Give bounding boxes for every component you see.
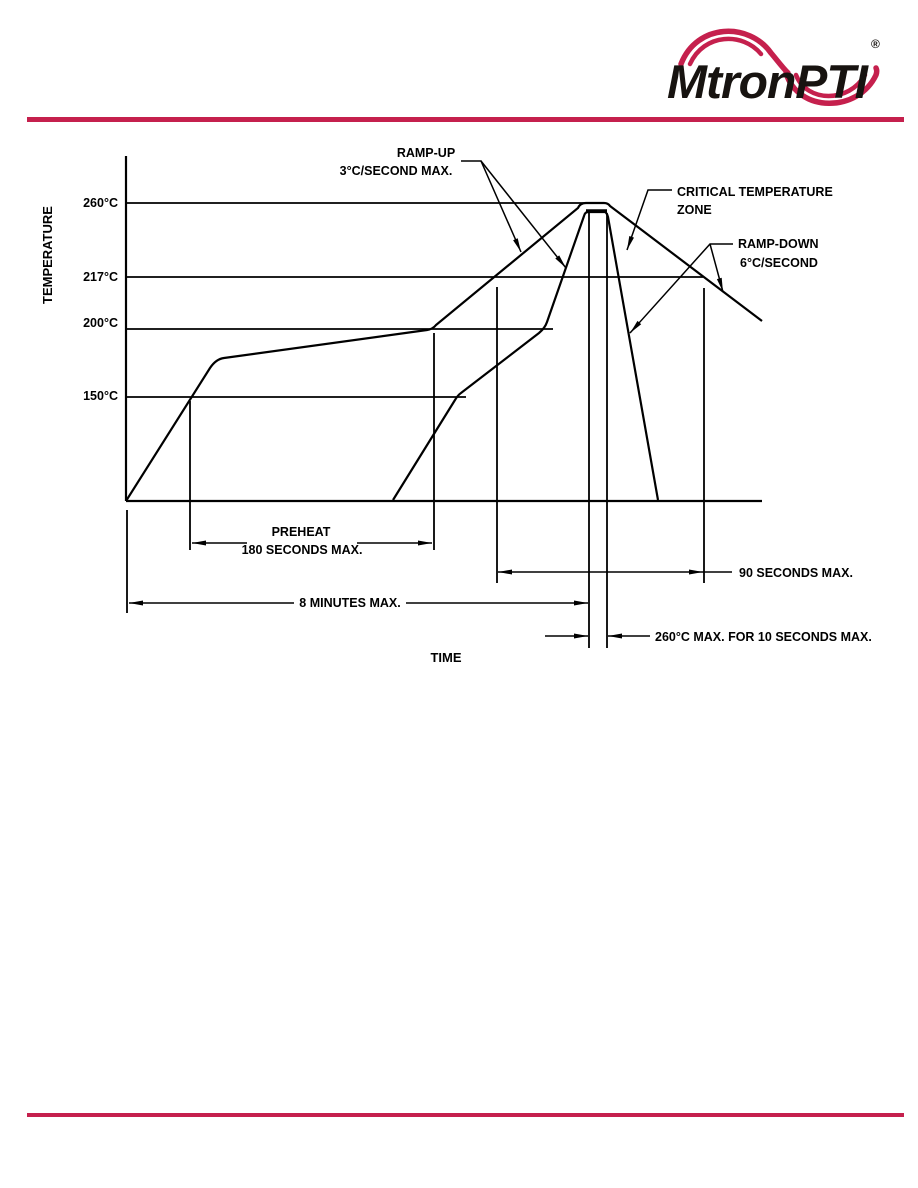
10sec-arrow-left <box>574 633 588 639</box>
90sec-arrow-right <box>689 569 703 575</box>
critical-zone-arrowhead <box>627 236 634 250</box>
10sec-arrow-right <box>608 633 622 639</box>
temperature-reference-lines <box>126 202 703 398</box>
preheat-arrow-left <box>192 540 206 546</box>
90-seconds-label: 90 SECONDS MAX. <box>739 566 853 580</box>
header-divider-rule <box>27 117 904 122</box>
extension-lines <box>126 213 705 648</box>
ramp-down-arrowhead-1 <box>630 320 642 333</box>
preheat-arrow-right <box>418 540 432 546</box>
logo-wordmark: MtronPTI <box>667 55 869 108</box>
critical-zone-label-line2: ZONE <box>677 203 712 217</box>
ramp-up-label-line1: RAMP-UP <box>397 146 455 160</box>
logo-swoosh <box>678 28 880 106</box>
ramp-up-arrowhead-2 <box>555 255 566 268</box>
peak-dwell-label: 260°C MAX. FOR 10 SECONDS MAX. <box>655 630 872 644</box>
tick-label-217c: 217°C <box>83 270 118 284</box>
x-axis-title: TIME <box>430 650 461 665</box>
ramp-down-label-line2: 6°C/SECOND <box>740 256 818 270</box>
inner-profile-curve <box>392 210 660 501</box>
preheat-label-line1: PREHEAT <box>272 525 331 539</box>
ramp-down-label-line1: RAMP-DOWN <box>738 237 819 251</box>
ramp-up-arrowhead-1 <box>513 238 521 252</box>
critical-zone-leader <box>626 189 672 251</box>
reflow-profile-diagram: 260°C 217°C 200°C 150°C TEMPERATURE TIME… <box>40 146 872 665</box>
preheat-label-line2: 180 SECONDS MAX. <box>242 543 363 557</box>
8-minutes-label: 8 MINUTES MAX. <box>299 596 400 610</box>
90sec-arrow-left <box>498 569 512 575</box>
dimension-lines <box>129 542 732 637</box>
logo-graphic: MtronPTI ® <box>667 28 880 108</box>
y-axis-title: TEMPERATURE <box>40 206 55 304</box>
mtronpti-logo: MtronPTI ® <box>655 18 895 114</box>
registered-trademark-symbol: ® <box>871 37 880 51</box>
tick-label-200c: 200°C <box>83 316 118 330</box>
tick-label-260c: 260°C <box>83 196 118 210</box>
ramp-up-leader-2 <box>480 160 567 269</box>
8min-arrow-left <box>129 600 143 606</box>
ramp-up-label-line2: 3°C/SECOND MAX. <box>340 164 453 178</box>
outer-profile-curve <box>125 201 763 502</box>
arrowheads <box>129 236 723 639</box>
critical-zone-label-line1: CRITICAL TEMPERATURE <box>677 185 833 199</box>
tick-label-150c: 150°C <box>83 389 118 403</box>
ramp-down-arrowhead-2 <box>716 277 723 292</box>
footer-divider-rule <box>27 1113 904 1117</box>
8min-arrow-right <box>574 600 588 606</box>
